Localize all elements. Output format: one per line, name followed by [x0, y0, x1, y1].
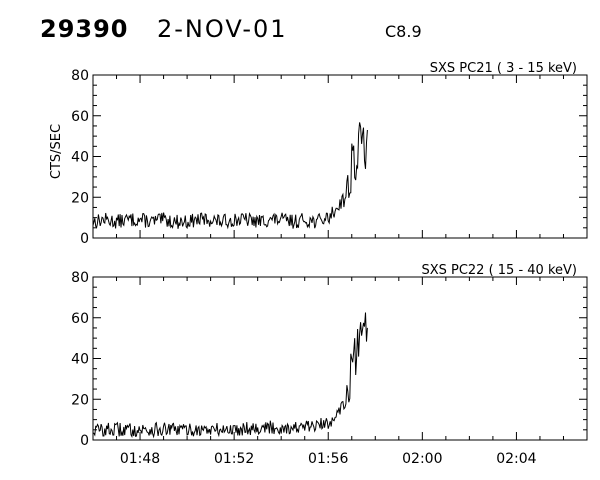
- y-tick-label: 80: [71, 270, 89, 286]
- plot-frame: [92, 74, 588, 239]
- x-tick-label: 01:48: [120, 451, 160, 467]
- y-tick-label: 20: [71, 190, 89, 206]
- x-tick-label: 02:04: [496, 451, 536, 467]
- y-tick-label: 60: [71, 311, 89, 327]
- x-tick-label: 01:52: [214, 451, 254, 467]
- series-line-1: [92, 122, 368, 230]
- plot-frame: [92, 276, 588, 441]
- y-tick-label: 40: [71, 352, 89, 368]
- panel-1: 0 20 40 60 80 SXS PC21 ( 3 - 15 keV) CTS/SEC: [49, 61, 588, 247]
- series-line-1: [92, 312, 368, 439]
- x-tick-label: 02:00: [402, 451, 442, 467]
- panel-title: SXS PC22 ( 15 - 40 keV): [421, 263, 577, 278]
- y-tick-label: 20: [71, 392, 89, 408]
- flare-class: C8.9: [385, 22, 422, 41]
- y-tick-label: 0: [80, 433, 89, 449]
- panel-2: 0 20 40 60 80 01:48 01:52 01:56 02:00 02:04 SXS PC…: [71, 263, 588, 467]
- y-tick-label: 80: [71, 68, 89, 84]
- y-tick-label: 60: [71, 109, 89, 125]
- y-tick-label: 40: [71, 150, 89, 166]
- x-tick-label: 01:56: [308, 451, 348, 467]
- y-axis-label: CTS/SEC: [49, 124, 64, 179]
- event-id: 29390: [40, 15, 129, 43]
- event-date: 2-NOV-01: [157, 15, 288, 43]
- panel-title: SXS PC21 ( 3 - 15 keV): [430, 61, 577, 76]
- y-tick-label: 0: [80, 231, 89, 247]
